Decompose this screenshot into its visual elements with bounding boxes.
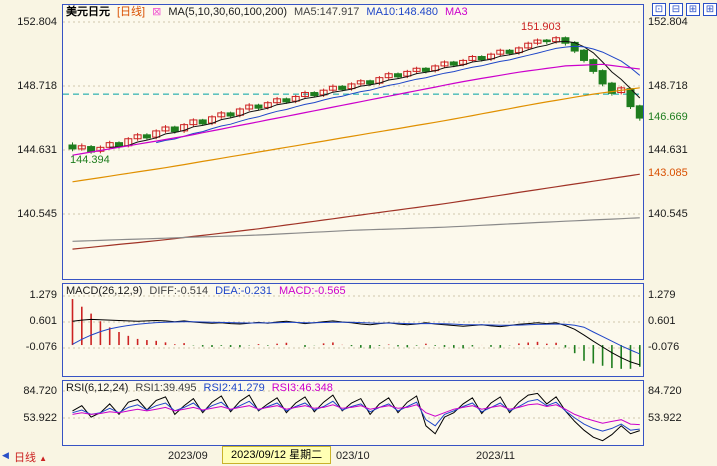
selected-date-badge: 2023/09/12 星期二 xyxy=(222,446,332,464)
price-axis-label: 144.631 xyxy=(17,144,57,156)
price-axis-label: 140.545 xyxy=(17,208,57,220)
macd-panel: MACD(26,12,9) DIFF:-0.514 DEA:-0.231 MAC… xyxy=(62,283,644,377)
rsi-axis-label: 84.720 xyxy=(648,385,682,397)
ma5-value: MA5:147.917 xyxy=(293,6,360,18)
high-price-annotation: 151.903 xyxy=(521,21,561,33)
macd-chart-canvas[interactable] xyxy=(63,284,643,376)
rsi-chart-canvas[interactable] xyxy=(63,381,643,445)
rsi-header: RSI(6,12,24) RSI1:39.495 RSI2:41.279 RSI… xyxy=(66,382,333,395)
rsi-panel: RSI(6,12,24) RSI1:39.495 RSI2:41.279 RSI… xyxy=(62,380,644,446)
price-axis-label: 152.804 xyxy=(17,16,57,28)
rsi3-value: RSI3:46.348 xyxy=(271,382,333,394)
rsi-axis-label: 84.720 xyxy=(23,385,57,397)
dropdown-arrow-icon: ▲ xyxy=(39,454,47,463)
main-chart-header: 美元日元 [日线] ⊠ MA(5,10,30,60,100,200) MA5:1… xyxy=(66,6,468,19)
price-axis-label: 152.804 xyxy=(648,16,688,28)
period-label: 日线 xyxy=(14,452,36,464)
indicator-close-icon[interactable]: ⊠ xyxy=(152,6,162,18)
layout-rows-icon[interactable]: ⊟ xyxy=(669,3,683,16)
ma100-price-label: 143.085 xyxy=(648,167,688,179)
timeline-month-label: 2023/11 xyxy=(476,450,515,462)
rsi2-value: RSI2:41.279 xyxy=(203,382,265,394)
layout-grid-icon[interactable]: ⊞ xyxy=(686,3,700,16)
layout-overlay-icon[interactable]: ⊞ xyxy=(703,3,717,16)
macd-axis-label: 0.601 xyxy=(648,315,676,327)
macd-axis-label: -0.076 xyxy=(25,341,57,353)
scroll-left-icon[interactable]: ◀ xyxy=(2,450,9,460)
period-selector[interactable]: 日线 ▲ xyxy=(14,449,47,465)
timeline-month-label: 2023/09 xyxy=(168,450,208,462)
timeline-bar: ◀ 日线 ▲ 2023/09 2023/09/12 星期二 023/10 202… xyxy=(0,446,717,466)
price-axis-label: 144.631 xyxy=(648,144,688,156)
last-price-label: 146.669 xyxy=(648,111,688,123)
rsi-axis-label: 53.922 xyxy=(648,412,682,424)
macd-axis-label: 1.279 xyxy=(648,289,676,301)
symbol-title: 美元日元 xyxy=(66,6,110,18)
price-axis-label: 148.718 xyxy=(648,80,688,92)
price-axis-label: 140.545 xyxy=(648,208,688,220)
price-axis-label: 148.718 xyxy=(17,80,57,92)
macd-diff-value: DIFF:-0.514 xyxy=(149,285,209,297)
rsi-axis-label: 53.922 xyxy=(23,412,57,424)
macd-axis-label: -0.076 xyxy=(648,341,680,353)
main-chart-panel: 美元日元 [日线] ⊠ MA(5,10,30,60,100,200) MA5:1… xyxy=(62,4,644,280)
timeline-month-label: 023/10 xyxy=(336,450,370,462)
macd-axis-label: 0.601 xyxy=(29,315,57,327)
ma-params-label: MA(5,10,30,60,100,200) xyxy=(168,6,287,18)
rsi1-value: RSI1:39.495 xyxy=(135,382,197,394)
rsi-title: RSI(6,12,24) xyxy=(66,382,129,394)
macd-title: MACD(26,12,9) xyxy=(66,285,143,297)
chart-layout-toolbar: ⊡ ⊟ ⊞ ⊞ xyxy=(652,3,717,16)
macd-axis-label: 1.279 xyxy=(29,289,57,301)
macd-header: MACD(26,12,9) DIFF:-0.514 DEA:-0.231 MAC… xyxy=(66,285,346,298)
layout-single-icon[interactable]: ⊡ xyxy=(652,3,666,16)
ma10-value: MA10:148.480 xyxy=(366,6,438,18)
period-tag: [日线] xyxy=(117,6,146,18)
low-price-annotation: 144.394 xyxy=(70,154,110,166)
main-chart-canvas[interactable] xyxy=(63,5,643,279)
macd-hist-value: MACD:-0.565 xyxy=(278,285,346,297)
macd-dea-value: DEA:-0.231 xyxy=(215,285,272,297)
ma30-value: MA3 xyxy=(444,6,468,18)
